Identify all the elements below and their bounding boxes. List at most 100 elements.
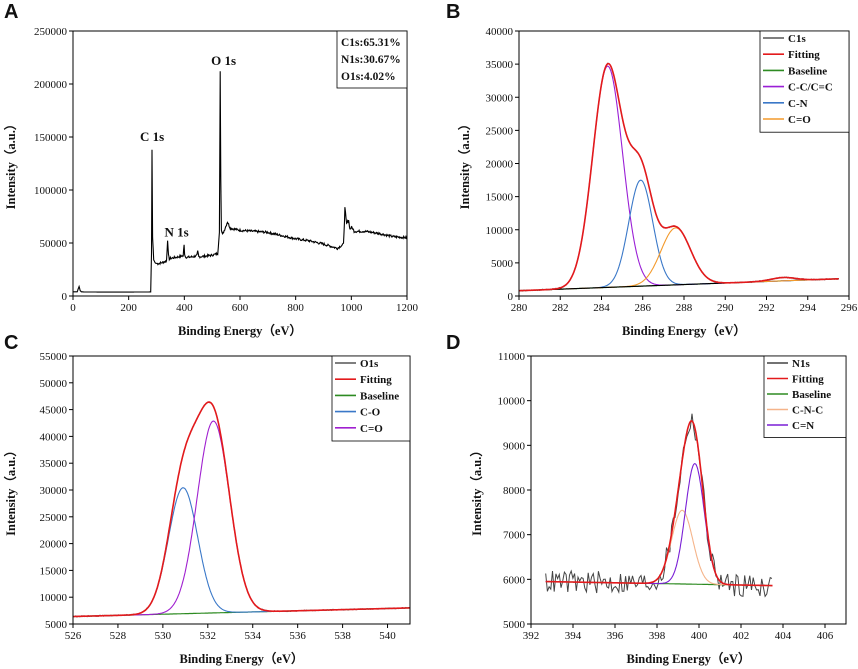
component-c-n-line <box>519 179 839 292</box>
composition-text: O1s:4.02% <box>341 71 396 83</box>
fitting-line <box>545 420 773 587</box>
panel-label: A <box>4 1 18 23</box>
x-tick-label: 532 <box>200 630 217 642</box>
x-tick-label: 288 <box>676 302 693 314</box>
x-axis-label: Binding Energy（eV） <box>622 323 746 338</box>
component-c-o-line <box>73 487 410 618</box>
x-tick-label: 0 <box>70 302 76 314</box>
composition-box <box>336 30 408 89</box>
x-tick-label: 284 <box>593 302 610 314</box>
raw-spectrum-line <box>545 413 773 598</box>
peak-annotation: C 1s <box>140 129 164 144</box>
y-tick-label: 9000 <box>503 440 526 452</box>
legend-label: C-N-C <box>792 405 823 417</box>
x-tick-label: 400 <box>691 630 708 642</box>
y-tick-label: 5000 <box>491 258 514 270</box>
plot-area <box>545 413 773 598</box>
component-c-o-line <box>73 420 410 618</box>
legend-label: Baseline <box>788 65 827 77</box>
plot-area <box>519 62 840 292</box>
y-tick-label: 35000 <box>40 458 68 470</box>
x-tick-label: 200 <box>120 302 137 314</box>
y-tick-label: 20000 <box>40 539 68 551</box>
y-tick-label: 0 <box>508 291 514 303</box>
y-tick-label: 25000 <box>40 512 68 524</box>
y-tick-label: 8000 <box>503 485 526 497</box>
x-tick-label: 398 <box>649 630 666 642</box>
y-tick-label: 0 <box>62 291 68 303</box>
legend-label: C=O <box>788 114 811 126</box>
y-tick-label: 10000 <box>40 592 68 604</box>
x-axis-label: Binding Energy（eV） <box>627 651 751 666</box>
panel-b: B 280 282 284 286 288 290 292 294 296 0 5000 10000 15… <box>446 1 858 338</box>
legend-box <box>331 355 411 442</box>
x-tick-label: 1000 <box>340 302 363 314</box>
panel-label: D <box>446 332 460 354</box>
legend-label: N1s <box>792 358 810 370</box>
panel-a: A 0 200 400 600 800 1000 1200 0 50000 100000 150000… <box>3 1 419 338</box>
y-tick-label: 25000 <box>486 125 514 137</box>
y-tick-label: 5000 <box>45 619 68 631</box>
x-tick-label: 406 <box>817 630 834 642</box>
component-c-o-line <box>519 227 839 292</box>
x-tick-label: 540 <box>379 630 396 642</box>
x-tick-label: 600 <box>232 302 249 314</box>
y-tick-label: 250000 <box>34 26 68 38</box>
survey-spectrum-line <box>73 71 407 293</box>
x-axis-label: Binding Energy（eV） <box>178 323 302 338</box>
legend-label: C-N <box>788 98 808 110</box>
legend-label: C=O <box>360 423 383 435</box>
legend-label: O1s <box>360 358 379 370</box>
legend-box <box>763 355 847 438</box>
x-tick-label: 536 <box>289 630 306 642</box>
x-tick-label: 294 <box>800 302 817 314</box>
y-tick-label: 150000 <box>34 132 68 144</box>
legend-label: C=N <box>792 420 814 432</box>
legend-label: Baseline <box>792 389 831 401</box>
x-tick-label: 392 <box>523 630 540 642</box>
y-tick-label: 50000 <box>40 238 68 250</box>
plot-area <box>73 401 410 618</box>
legend-label: C1s <box>788 33 806 45</box>
y-axis-label: Intensity（a.u.） <box>457 118 472 210</box>
y-axis-label: Intensity（a.u.） <box>469 444 484 536</box>
y-tick-label: 11000 <box>498 351 526 363</box>
x-tick-label: 528 <box>110 630 127 642</box>
x-tick-label: 530 <box>155 630 172 642</box>
y-axis-label: Intensity（a.u.） <box>3 118 18 210</box>
component-c-n-c-line <box>545 509 773 587</box>
x-tick-label: 282 <box>552 302 569 314</box>
plot-area <box>73 71 407 293</box>
legend-label: C-C/C=C <box>788 82 833 94</box>
y-tick-label: 30000 <box>486 92 514 104</box>
y-axis-label: Intensity（a.u.） <box>3 444 18 536</box>
y-tick-label: 15000 <box>486 192 514 204</box>
fitting-line <box>73 401 410 618</box>
peak-annotation: O 1s <box>211 53 236 68</box>
x-tick-label: 290 <box>717 302 734 314</box>
y-tick-label: 100000 <box>34 185 68 197</box>
x-tick-label: 404 <box>775 630 792 642</box>
x-tick-label: 394 <box>565 630 582 642</box>
y-tick-label: 15000 <box>40 565 68 577</box>
y-tick-label: 200000 <box>34 79 68 91</box>
y-tick-label: 20000 <box>486 159 514 171</box>
legend-label: Fitting <box>792 374 824 386</box>
peak-annotation: N 1s <box>164 225 188 240</box>
fitting-line <box>519 62 839 292</box>
panel-c: C 526 528 530 532 534 536 538 540 5000 10000 15000 2… <box>3 332 411 666</box>
y-tick-label: 10000 <box>486 225 514 237</box>
legend-label: C-O <box>360 407 381 419</box>
legend-label: Baseline <box>360 390 399 402</box>
y-tick-label: 5000 <box>503 619 526 631</box>
x-tick-label: 800 <box>287 302 304 314</box>
x-tick-label: 280 <box>511 302 528 314</box>
y-tick-label: 50000 <box>40 378 68 390</box>
y-tick-label: 40000 <box>486 26 514 38</box>
y-tick-label: 45000 <box>40 405 68 417</box>
panel-d: D 392 394 396 398 400 402 404 406 5000 6000 7000 800… <box>446 332 847 666</box>
x-tick-label: 292 <box>758 302 775 314</box>
y-tick-label: 35000 <box>486 59 514 71</box>
x-tick-label: 1200 <box>396 302 419 314</box>
